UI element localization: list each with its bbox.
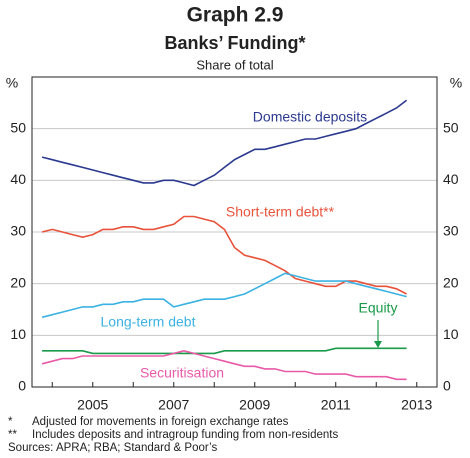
series-label: Short-term debt** (226, 204, 335, 220)
x-tick-label: 2007 (158, 397, 189, 413)
y-tick-label: 50 (10, 119, 26, 135)
y-tick-label: 40 (10, 171, 26, 187)
series-line (41, 349, 407, 381)
y2-tick-label: 40 (443, 171, 459, 187)
series-line (41, 99, 408, 187)
x-tick-label: 2005 (77, 397, 108, 413)
y2-tick-label: 0 (443, 378, 451, 394)
x-tick-label: 2013 (401, 397, 432, 413)
annotation-arrowhead (374, 341, 382, 348)
footnote-text: Includes deposits and intragroup funding… (32, 429, 338, 441)
y2-tick-label: 50 (443, 119, 459, 135)
unit-note: Share of total (196, 57, 273, 72)
footnote-text: Adjusted for movements in foreign exchan… (32, 416, 289, 428)
series-line (42, 347, 407, 355)
series-label: Equity (359, 300, 398, 316)
series-label: Securitisation (140, 365, 224, 381)
y-unit: % (6, 75, 18, 91)
series-label: Domestic deposits (253, 109, 367, 125)
y-tick-label: 30 (10, 223, 26, 239)
sources: Sources: APRA; RBA; Standard & Poor’s (8, 442, 217, 454)
y-tick-label: 0 (18, 378, 26, 394)
y-tick-label: 20 (10, 274, 26, 290)
series-line (41, 272, 407, 319)
y-tick-label: 10 (10, 326, 26, 342)
chart-subtitle: Banks’ Funding* (164, 33, 305, 53)
plot-frame (31, 76, 438, 388)
footnote-marker: ** (8, 429, 17, 441)
x-tick-label: 2011 (321, 397, 351, 413)
footnote-marker: * (8, 416, 13, 428)
series-label: Long-term debt (101, 314, 196, 330)
x-tick-label: 2009 (239, 397, 270, 413)
y2-unit: % (450, 75, 462, 91)
chart-title: Graph 2.9 (187, 4, 284, 27)
y2-tick-label: 10 (443, 326, 459, 342)
y2-tick-label: 30 (443, 223, 459, 239)
y2-tick-label: 20 (443, 274, 459, 290)
